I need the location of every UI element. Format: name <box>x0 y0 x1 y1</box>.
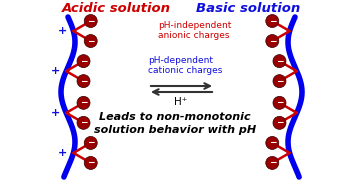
Text: Acidic solution: Acidic solution <box>62 2 171 15</box>
Text: Basic solution: Basic solution <box>196 2 300 15</box>
Text: −: − <box>87 36 95 46</box>
Circle shape <box>273 75 286 88</box>
Circle shape <box>84 35 97 48</box>
Text: −: − <box>276 98 283 107</box>
Text: −: − <box>268 36 276 46</box>
Circle shape <box>84 136 97 149</box>
Circle shape <box>273 116 286 129</box>
Text: −: − <box>80 98 87 107</box>
Text: −: − <box>268 158 276 167</box>
Circle shape <box>84 156 97 170</box>
Circle shape <box>77 55 90 68</box>
Text: −: − <box>80 77 87 86</box>
Text: +: + <box>51 66 60 76</box>
Circle shape <box>77 116 90 129</box>
Text: −: − <box>87 16 95 26</box>
Circle shape <box>266 35 279 48</box>
Text: −: − <box>276 77 283 86</box>
Circle shape <box>77 75 90 88</box>
Text: pH-dependent
cationic charges: pH-dependent cationic charges <box>148 56 222 75</box>
Text: −: − <box>80 118 87 127</box>
Circle shape <box>77 96 90 109</box>
Circle shape <box>266 156 279 170</box>
Circle shape <box>266 15 279 28</box>
Text: +: + <box>58 148 67 158</box>
Text: −: − <box>80 57 87 66</box>
Text: Leads to non-monotonic
solution behavior with pH: Leads to non-monotonic solution behavior… <box>94 112 256 135</box>
Circle shape <box>266 136 279 149</box>
Text: +: + <box>58 26 67 36</box>
Circle shape <box>273 96 286 109</box>
Circle shape <box>84 15 97 28</box>
Text: −: − <box>268 16 276 26</box>
Text: −: − <box>268 138 276 147</box>
Text: pH-independent
anionic charges: pH-independent anionic charges <box>158 21 231 40</box>
Text: +: + <box>51 108 60 118</box>
Circle shape <box>273 55 286 68</box>
Text: −: − <box>276 118 283 127</box>
Text: −: − <box>87 158 95 167</box>
Text: H⁺: H⁺ <box>174 97 188 107</box>
Text: −: − <box>276 57 283 66</box>
Text: −: − <box>87 138 95 147</box>
